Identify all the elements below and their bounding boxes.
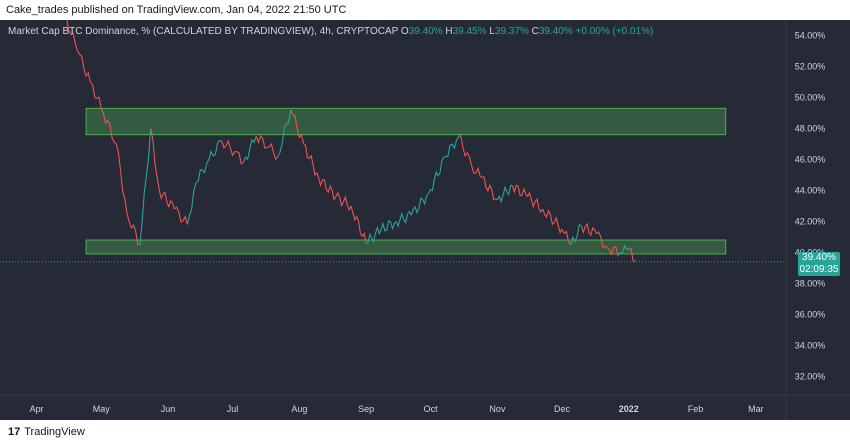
price-series-segment [150,128,160,191]
x-tick-label: Jun [161,404,176,414]
price-series-segment [542,208,563,235]
price-series-segment [174,206,188,225]
chart-legend: Market Cap BTC Dominance, % (CALCULATED … [8,26,653,37]
price-series-segment [77,50,91,83]
price-series-segment [66,20,79,52]
price-series-segment [458,135,473,166]
legend-high-value: 39.45% [452,26,487,37]
resistance-zone [85,107,727,136]
support-zone [85,239,727,255]
y-tick-label: 38.00% [795,278,826,288]
price-series-segment [303,143,320,179]
legend-low-value: 39.37% [494,26,529,37]
price-series-segment [186,182,197,225]
price-series-segment [471,165,481,177]
price-series-segment [221,139,236,157]
y-tick-label: 34.00% [795,340,826,350]
y-tick-label: 46.00% [795,154,826,164]
tradingview-brand: TradingView [24,426,85,438]
price-series-segment [139,128,152,245]
price-series-segment [606,245,621,257]
x-tick-label: Feb [688,404,704,414]
price-series-segment [290,109,305,145]
price-series-segment [318,177,337,202]
x-tick-label: Jul [227,404,239,414]
price-series-segment [366,225,382,244]
footer: 17 TradingView [0,420,850,445]
price-series-segment [195,159,210,184]
chart-area[interactable]: 54.00% 52.00% 50.00% 48.00% 46.00% 44.00% 42.0… [0,20,850,420]
price-series-segment [570,223,582,245]
y-tick-label: 36.00% [795,309,826,319]
price-series-segment [277,109,292,157]
price-series-segment [380,219,397,232]
publisher-line: Cake_trades published on TradingView.com… [6,4,347,16]
x-tick-label: 2022 [619,404,639,414]
last-price: 39.40% [802,252,836,263]
price-series-segment [628,247,636,263]
publisher-bar: Cake_trades published on TradingView.com… [0,0,850,20]
legend-open-label: O [400,26,409,37]
price-series-segment [395,210,412,228]
price-series-segment [350,205,367,244]
price-series-segment [619,244,629,255]
y-tick-label: 48.00% [795,123,826,133]
x-tick-label: Aug [291,404,307,414]
price-series-segment [410,193,429,216]
price-series-segment [480,175,498,201]
y-tick-label: 44.00% [795,185,826,195]
x-tick-label: May [93,404,111,414]
legend-high-label: H [445,26,453,37]
price-series-segment [511,184,529,198]
price-series-segment [596,231,608,249]
price-series-segment [428,155,447,194]
y-tick-label: 52.00% [795,61,826,71]
price-series-segment [242,136,257,163]
price-series-segment [158,190,175,210]
price-series-segment [255,134,270,149]
x-tick-label: Nov [489,404,506,414]
y-tick-label: 50.00% [795,92,826,102]
x-tick-label: Mar [748,404,764,414]
price-series-segment [445,135,460,157]
price-series-segment [126,213,141,246]
x-tick-label: Apr [30,404,44,414]
legend-close-label: C [531,26,539,37]
price-series-segment [89,81,104,114]
price-series-segment [102,112,117,145]
price-series-segment [561,228,572,246]
legend-symbol: Market Cap BTC Dominance, % (CALCULATED … [8,26,399,37]
x-tick-label: Dec [554,404,571,414]
price-series-segment [234,151,244,165]
price-series-segment [268,142,279,161]
legend-open-value: 39.40% [408,26,443,37]
x-tick-label: Oct [424,404,439,414]
y-tick-label: 42.00% [795,216,826,226]
x-tick-label: Sep [358,404,374,414]
price-series-segment [496,184,513,204]
price-series-segment [335,191,352,212]
price-series-segment [580,222,598,237]
tradingview-logo[interactable]: 17 TradingView [8,426,85,438]
legend-low-label: L [489,26,495,37]
y-tick-label: 32.00% [795,371,826,381]
legend-close-value: 39.40% +0.00% (+0.01%) [538,26,654,37]
price-series-segment [527,191,544,214]
tradingview-mark-icon: 17 [8,426,21,438]
bar-countdown: 02:09:35 [799,264,839,275]
price-series-segment [208,139,222,160]
y-tick-label: 54.00% [795,30,826,40]
price-chart[interactable]: 54.00% 52.00% 50.00% 48.00% 46.00% 44.00% 42.0… [0,20,850,420]
last-price-tag: 39.40% 02:09:35 [798,252,840,276]
price-series-segment [115,143,128,214]
